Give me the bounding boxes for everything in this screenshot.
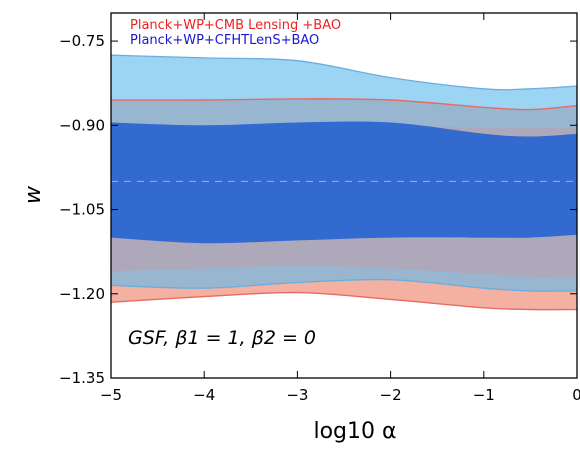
x-axis-label: log10 α [313,419,396,444]
band-planck-cfhtlens-68 [111,121,577,244]
x-tick-label: −1 [473,386,495,404]
line-planck-cmb-lensing-upper [111,98,577,111]
x-tick-label: −3 [286,386,308,404]
plot-frame [110,12,578,379]
y-tick-label: −0.90 [59,116,105,134]
line-planck-cmb-lensing-lower [111,291,577,311]
axis-ticks: −5 −4 −3 −2 −1 0 −0.75 −0.90 −1.05 −1.20 −1.35 [59,13,580,404]
x-tick-label: −5 [100,386,122,404]
y-tick-label: −0.75 [59,32,105,50]
y-axis-label: w [21,185,46,204]
plot-area [111,54,577,311]
x-tick-label: 0 [572,386,580,404]
y-tick-label: −1.35 [59,369,105,387]
y-tick-label: −1.20 [59,285,105,303]
y-tick-label: −1.05 [59,201,105,219]
legend-entry-planck-cfhtlens: Planck+WP+CFHTLenS+BAO [130,33,319,48]
x-tick-label: −2 [380,386,402,404]
legend-entry-planck-cmb-lensing: Planck+WP+CMB Lensing +BAO [130,18,341,33]
annotation: GSF, β1 = 1, β2 = 0 [128,327,316,349]
x-tick-label: −4 [193,386,215,404]
